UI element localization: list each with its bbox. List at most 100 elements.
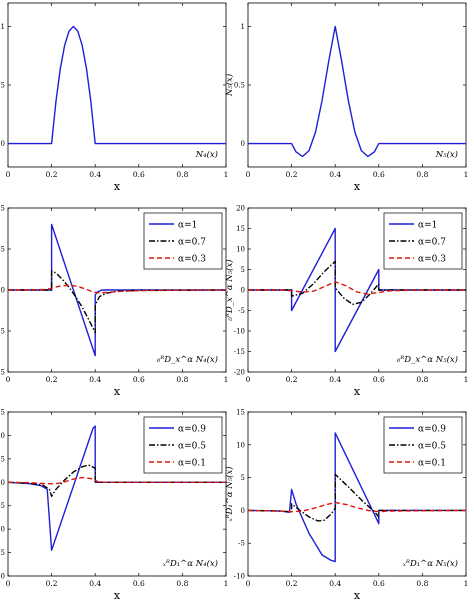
series-group [8,25,226,145]
x-tick-label: 0.4 [89,579,101,588]
x-tick-label: 0.4 [329,170,341,179]
y-tick-label: -5 [0,502,5,510]
x-tick-label: 0.8 [176,170,188,179]
series-line-0 [8,25,226,145]
y-tick-label: -10 [234,328,245,336]
x-tick-label: 0.8 [416,375,428,384]
series-line-0.7 [248,260,466,306]
x-axis-label: x [114,385,121,398]
series-group [8,425,226,551]
x-tick-label: 0 [6,375,11,384]
x-tick-label: 0 [246,579,251,588]
legend-label: α=0.3 [178,255,206,265]
y-tick-label: 1 [1,23,5,31]
series-line-0.1 [248,501,466,513]
x-tick-label: 0.6 [133,375,145,384]
series-line-0.5 [8,464,226,498]
series-line-0 [248,25,466,158]
panel-annotation: ₓᴿD₁^α N₅(x) [403,558,458,569]
chart-panel-left-derivative-N4: 0 0.2 0.4 0.6 0.8 1 -25 -12.5 0 12.5 25 x ₀ᴿD_x^α N₄… [0,205,228,399]
y-tick-label: 15 [236,225,245,233]
y-tick-label: -5 [238,307,245,315]
x-tick-label: 0.2 [286,579,298,588]
legend: α=0.9 α=0.5 α=0.1 [383,416,463,474]
y-tick-label: 10 [236,246,245,254]
x-axis-label: x [114,180,121,193]
y-tick-label: 15 [236,409,245,417]
y-tick-label: 15 [0,409,5,417]
series-line-0.5 [248,473,466,522]
chart-panel-right-derivative-N5: 0 0.2 0.4 0.6 0.8 1 -10 -5 0 5 10 15 x ₓᴿD₁^α N₅(x) ₓᴿ… [224,409,468,603]
y-axis-label: ₀ᴿD_x^α N₅(x) [224,259,235,321]
y-axis-label: N₅(x) [224,74,235,97]
y-axis-label: ₓᴿD₁^α N₅(x) [224,466,235,521]
y-tick-label: -12.5 [0,328,5,336]
plot-frame [247,2,467,168]
legend: α=0.9 α=0.5 α=0.1 [143,416,223,474]
x-tick-label: 0.2 [46,375,58,384]
x-axis-label: x [354,385,361,398]
series-group [248,227,466,353]
y-tick-label: 1 [241,23,245,31]
legend-label: α=1 [178,221,197,231]
y-tick-label: -20 [234,369,245,377]
x-tick-label: 1 [224,375,229,384]
panel-annotation: ₓᴿD₁^α N₄(x) [163,558,218,569]
x-tick-label: 0.2 [46,579,58,588]
y-tick-label: 10 [0,432,5,440]
x-tick-label: 0.4 [89,170,101,179]
y-tick-label: 0 [241,507,245,515]
y-tick-label: 20 [236,205,245,213]
y-tick-label: -10 [0,526,5,534]
x-tick-label: 0.4 [329,579,341,588]
x-tick-label: 0 [246,375,251,384]
panel-annotation: N₄(x) [195,149,218,160]
x-tick-label: 0.8 [176,375,188,384]
y-tick-label: 0 [1,287,5,295]
x-axis-label: x [114,589,121,602]
x-axis-label: x [354,589,361,602]
x-tick-label: 0.6 [133,579,145,588]
legend-label: α=0.5 [178,442,206,452]
x-tick-label: 0.6 [133,170,145,179]
x-tick-label: 1 [464,170,469,179]
x-tick-label: 0.8 [176,579,188,588]
chart-panel-left-derivative-N5: 0 0.2 0.4 0.6 0.8 1 -20 -15 -10 -5 0 5 10 15 20 x ₀ᴿD_x^… [224,205,468,399]
y-tick-label: -15 [234,348,245,356]
chart-panel-N5: 0 0.2 0.4 0.6 0.8 1 0 0.5 1 x N₅(x) N₅(x) [224,2,469,193]
x-tick-label: 0.2 [286,170,298,179]
y-tick-label: -5 [238,540,245,548]
legend-label: α=0.3 [418,255,446,265]
x-tick-label: 0 [6,579,11,588]
y-tick-label: -25 [0,369,5,377]
x-tick-label: 0.8 [416,579,428,588]
plot-frame [7,2,227,168]
series-line-0.1 [8,476,226,485]
series-group [248,432,466,563]
x-tick-label: 1 [224,170,229,179]
panel-annotation: ₀ᴿD_x^α N₄(x) [156,354,218,365]
x-tick-label: 1 [464,375,469,384]
legend-label: α=0.9 [178,425,206,435]
series-line-0.9 [248,432,466,563]
legend-label: α=0.1 [178,459,206,469]
legend-label: α=0.1 [418,459,446,469]
y-tick-label: 0 [1,140,5,148]
y-tick-label: 0 [241,140,245,148]
x-tick-label: 0.6 [373,170,385,179]
y-tick-label: 5 [1,455,5,463]
y-tick-label: -20 [0,573,5,581]
y-tick-label: 0.5 [234,82,245,90]
y-tick-label: -15 [0,549,5,557]
legend-label: α=1 [418,221,437,231]
x-tick-label: 0.6 [373,579,385,588]
x-tick-label: 1 [224,579,229,588]
y-tick-label: 5 [241,266,245,274]
y-tick-label: 12.5 [0,246,5,254]
x-tick-label: 0.4 [329,375,341,384]
x-tick-label: 0 [6,170,11,179]
x-tick-label: 0.2 [286,375,298,384]
legend-label: α=0.5 [418,442,446,452]
legend-label: α=0.7 [418,238,446,248]
